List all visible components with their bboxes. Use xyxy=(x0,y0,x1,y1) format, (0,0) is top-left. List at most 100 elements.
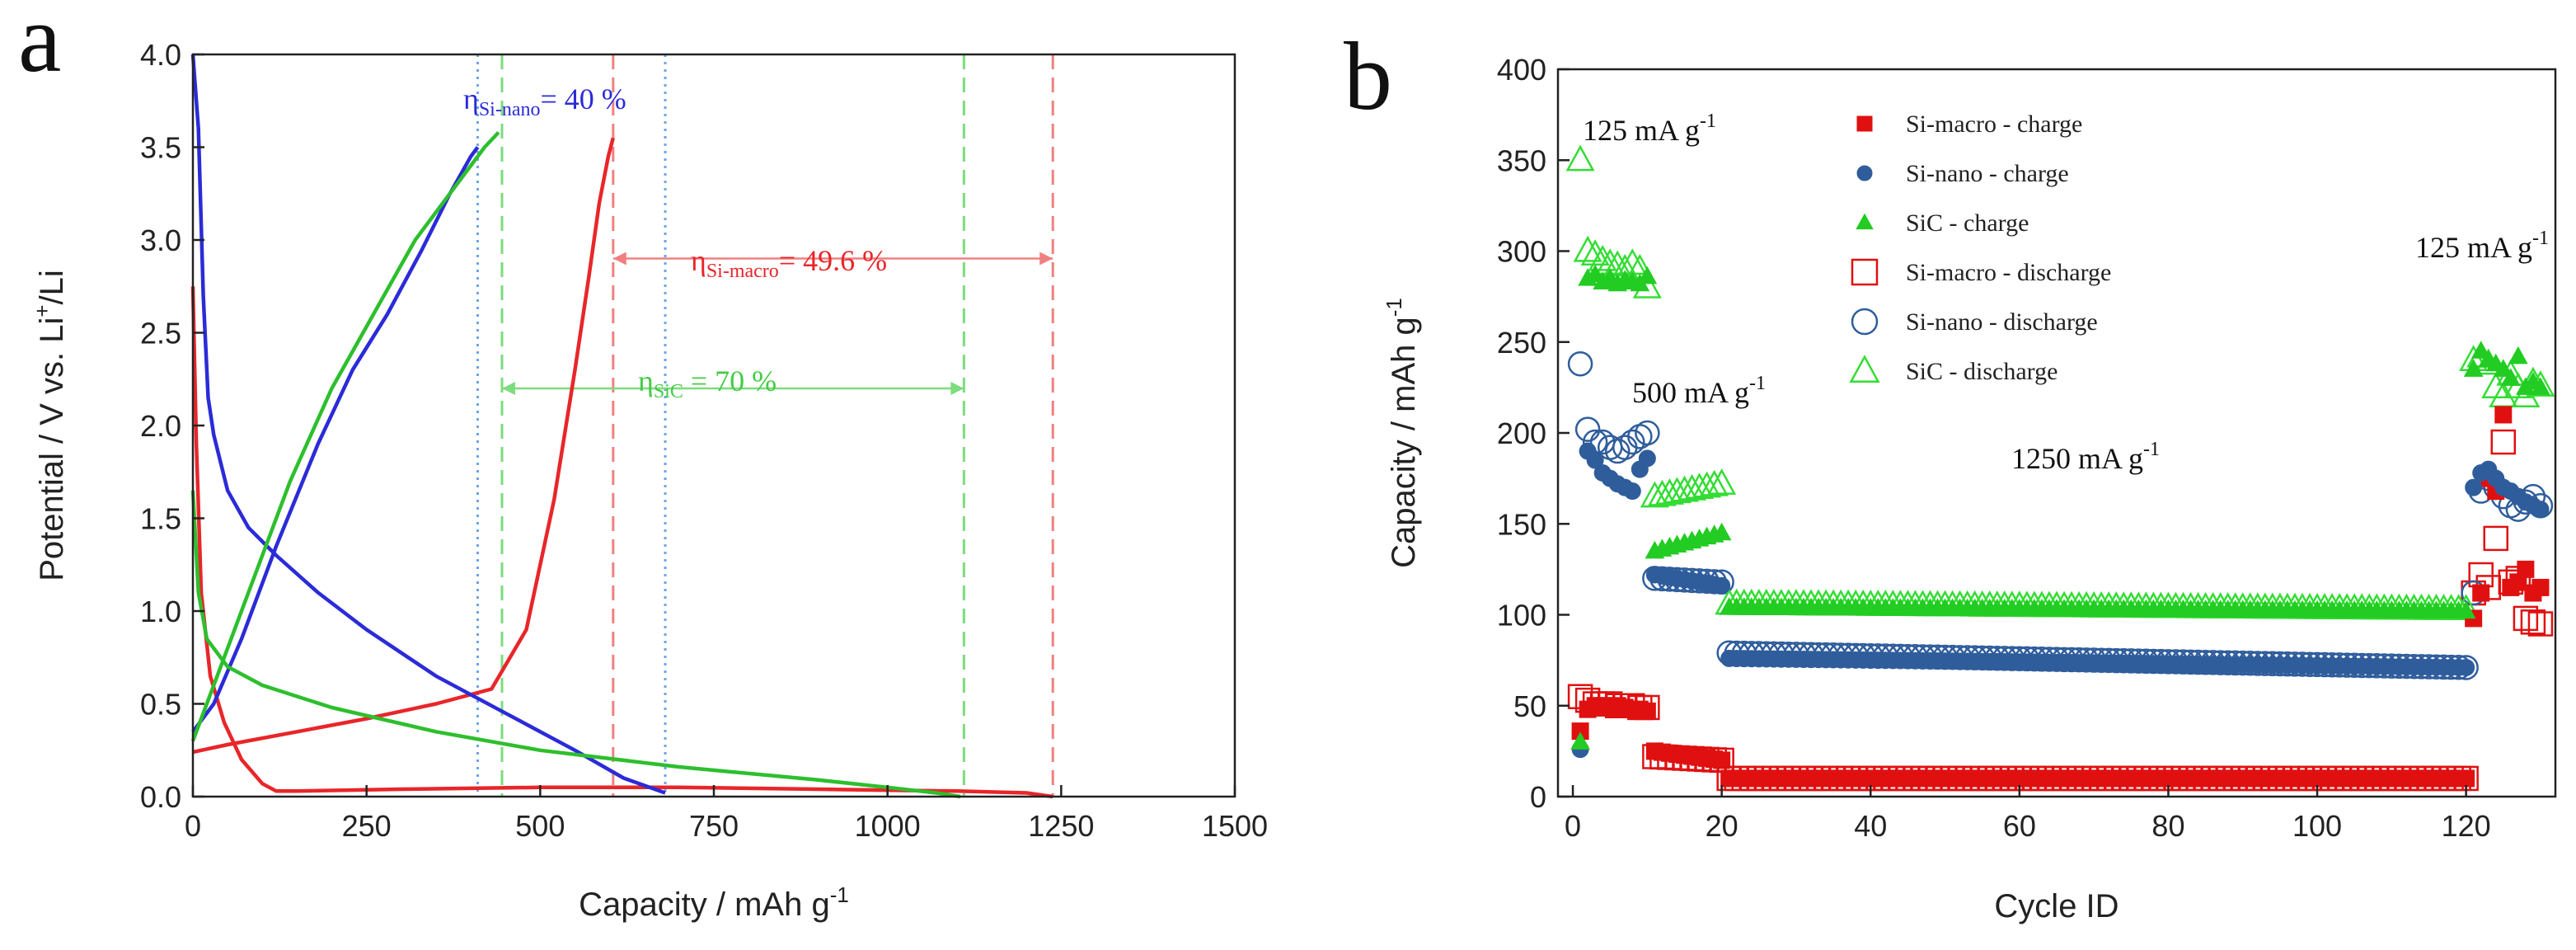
legend-label: Si-nano - discharge xyxy=(1906,308,2098,336)
panel-b-y-tick-label: 0 xyxy=(1530,780,1546,814)
panel-a-x-tick-label: 250 xyxy=(342,809,392,843)
data-point xyxy=(2513,605,2539,632)
legend-marker xyxy=(1856,165,1873,181)
data-point xyxy=(1707,468,1737,495)
data-point xyxy=(2494,406,2513,424)
panel-a-x-tick-label: 750 xyxy=(689,809,739,843)
panel-b-y-tick-label: 400 xyxy=(1497,53,1546,87)
panel-b-x-tick-label: 120 xyxy=(2442,809,2491,843)
panel-b-y-tick-label: 200 xyxy=(1497,416,1546,450)
legend-marker xyxy=(1849,355,1880,383)
data-point xyxy=(1565,144,1595,172)
data-point xyxy=(1635,420,1660,446)
efficiency-annotation: ηSi-nano= 40 % xyxy=(463,82,626,120)
data-point xyxy=(2465,478,2483,496)
rate-label: 125 mA g-1 xyxy=(1583,111,1716,147)
data-point xyxy=(2483,525,2509,552)
panel-b-y-tick-label: 300 xyxy=(1497,235,1546,269)
series-line xyxy=(190,54,666,795)
legend-label: Si-macro - discharge xyxy=(1906,259,2111,286)
legend-marker xyxy=(1851,308,1879,336)
series-line xyxy=(192,137,615,755)
data-point xyxy=(1623,482,1641,501)
efficiency-arrow-head xyxy=(950,382,964,395)
panel-a-plot-frame xyxy=(191,53,1236,798)
data-point xyxy=(1620,429,1645,455)
data-point xyxy=(1713,576,1731,595)
efficiency-arrow-head xyxy=(1039,252,1053,266)
legend-label: Si-macro - charge xyxy=(1906,111,2082,138)
data-point xyxy=(2520,609,2546,635)
panel-b-y-tick-label: 50 xyxy=(1513,689,1546,723)
panel-a-x-tick-label: 500 xyxy=(515,809,565,843)
panel-b: 0 20 40 60 80 100 120 0 50 100 150 200 250 300 350 400 S… xyxy=(1344,22,2557,924)
panel-b-x-tick-label: 40 xyxy=(1854,809,1887,843)
efficiency-arrow-head xyxy=(501,382,515,395)
legend-marker xyxy=(1851,258,1879,286)
panel-a-y-axis-label: Potential / V vs. Li+/Li xyxy=(30,270,70,581)
panel-a: 0 250 500 750 1000 1250 1500 0.0 0.5 1.0 1.5 2.0 2.5… xyxy=(18,0,1268,923)
data-point xyxy=(1711,522,1732,541)
panel-a-y-tick-label: 3.0 xyxy=(140,223,181,257)
data-point xyxy=(2490,429,2517,455)
panel-b-x-tick-label: 100 xyxy=(2292,809,2342,843)
data-point xyxy=(1700,469,1729,496)
panel-b-y-tick-label: 250 xyxy=(1497,326,1546,360)
data-point xyxy=(1588,244,1617,271)
data-point xyxy=(1570,731,1590,750)
data-point xyxy=(2457,658,2475,676)
efficiency-annotation: ηSi-macro= 49.6 % xyxy=(691,244,887,282)
data-point xyxy=(1612,435,1638,460)
rate-label: 1250 mA g-1 xyxy=(2011,439,2160,475)
efficiency-annotation: ηSiC = 70 % xyxy=(638,364,777,402)
legend-label: SiC - discharge xyxy=(1906,358,2058,385)
legend-marker xyxy=(1856,213,1874,230)
panel-a-letter: a xyxy=(18,0,61,92)
rate-label: 500 mA g-1 xyxy=(1632,373,1766,409)
data-point xyxy=(2531,578,2550,596)
data-point xyxy=(1637,266,1658,285)
data-point xyxy=(2531,377,2550,395)
efficiency-arrow-head xyxy=(612,252,626,266)
panel-a-x-axis-label: Capacity / mAh g-1 xyxy=(579,882,849,923)
data-point xyxy=(1586,451,1604,469)
panel-a-y-tick-label: 4.0 xyxy=(140,38,181,72)
data-point xyxy=(2456,600,2476,619)
data-point xyxy=(2470,341,2491,359)
panel-b-y-axis-label: Capacity / mAh g-1 xyxy=(1382,298,1422,568)
panel-a-y-tick-label: 1.5 xyxy=(140,502,181,536)
panel-b-y-tick-label: 150 xyxy=(1497,507,1546,541)
data-point xyxy=(2493,359,2513,377)
panel-b-x-tick-label: 80 xyxy=(2151,809,2184,843)
data-point xyxy=(1574,416,1601,442)
series-line xyxy=(190,130,500,742)
data-point xyxy=(1567,350,1593,377)
panel-a-x-tick-label: 0 xyxy=(185,809,201,843)
data-point xyxy=(2517,560,2535,578)
legend-label: SiC - charge xyxy=(1906,209,2029,237)
panel-a-y-tick-label: 1.0 xyxy=(140,595,181,628)
panel-b-y-tick-label: 350 xyxy=(1497,143,1546,177)
data-point xyxy=(2508,346,2528,364)
data-point xyxy=(2463,359,2484,377)
panel-b-x-tick-label: 20 xyxy=(1706,809,1738,843)
panel-a-y-tick-label: 3.5 xyxy=(140,131,181,165)
legend-marker xyxy=(1856,115,1873,132)
panel-b-x-axis-label: Cycle ID xyxy=(1994,888,2119,924)
data-point xyxy=(1713,751,1731,769)
panel-a-x-tick-label: 1000 xyxy=(855,809,921,843)
data-point xyxy=(1573,235,1602,262)
panel-a-y-tick-label: 0.5 xyxy=(140,688,181,722)
panel-a-y-tick-label: 2.0 xyxy=(140,409,181,443)
panel-a-y-tick-label: 2.5 xyxy=(140,317,181,350)
data-point xyxy=(2531,501,2550,519)
series-line xyxy=(190,286,1053,799)
panel-b-letter: b xyxy=(1344,22,1392,130)
panel-a-x-tick-label: 1500 xyxy=(1202,809,1268,843)
panel-b-x-tick-label: 0 xyxy=(1565,809,1581,843)
series-line xyxy=(191,146,480,733)
panel-a-y-tick-label: 0.0 xyxy=(140,780,181,814)
panel-a-x-tick-label: 1250 xyxy=(1028,809,1094,843)
panel-b-y-tick-label: 100 xyxy=(1497,599,1546,633)
